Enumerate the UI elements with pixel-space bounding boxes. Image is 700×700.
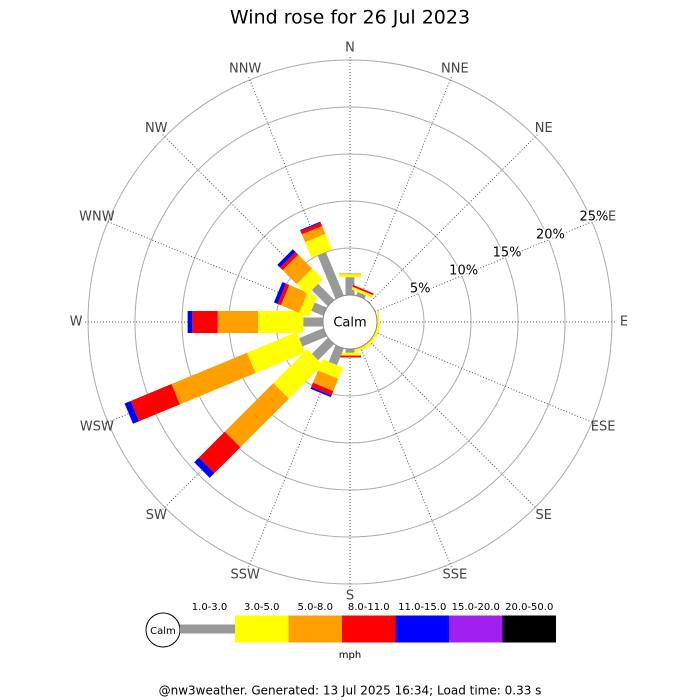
bar-segment [312, 370, 339, 392]
direction-label: W [70, 315, 83, 330]
legend-swatch [449, 615, 503, 643]
bar-segment [339, 355, 361, 358]
direction-label: E [620, 315, 628, 330]
bar-segment [273, 349, 323, 399]
bar-segment [192, 311, 218, 333]
bar-segment [317, 359, 343, 379]
direction-label: NW [145, 121, 168, 136]
direction-label: NNE [441, 61, 469, 76]
chart-title: Wind rose for 26 Jul 2023 [230, 7, 470, 29]
bar-segment [356, 291, 366, 299]
legend-swatch [502, 615, 556, 643]
bar-segment [247, 332, 305, 374]
spoke [359, 346, 453, 569]
legend-swatch [235, 615, 289, 643]
legend-calm-label: Calm [150, 626, 176, 637]
bar-segment [305, 233, 332, 258]
direction-label: WNW [79, 210, 115, 225]
ring-label: 10% [449, 263, 478, 278]
bar-segment [311, 302, 327, 316]
bar-segment [317, 251, 344, 299]
legend-swatch [342, 615, 396, 643]
bar-segment [299, 292, 318, 317]
legend-swatch [288, 615, 342, 643]
direction-label: S [346, 589, 354, 604]
spoke [368, 132, 540, 304]
direction-label: SSW [230, 568, 260, 583]
legend-swatch [395, 615, 449, 643]
spoke [374, 331, 597, 425]
spoke [359, 75, 453, 298]
bar-segment [277, 283, 290, 306]
calm-circle [322, 294, 378, 350]
direction-label: SW [146, 508, 167, 523]
bar-segment [311, 337, 335, 361]
bar-segment [311, 382, 334, 396]
bar-segment [300, 222, 323, 235]
direction-label: SE [536, 508, 552, 523]
legend-unit: mph [339, 650, 361, 661]
legend-label: 20.0-50.0 [505, 602, 553, 613]
bar-segment [171, 352, 256, 405]
bar-segment [345, 349, 355, 353]
ring-label: 5% [410, 281, 431, 296]
bar-segment [303, 317, 324, 327]
bar-segment [217, 311, 259, 333]
bar-segment [296, 268, 323, 295]
bar-segment [187, 311, 193, 333]
bar-segment [310, 387, 332, 398]
direction-label: SSE [442, 568, 467, 583]
ring-label: 20% [536, 227, 565, 242]
bar-segment [339, 273, 361, 275]
legend-label: 3.0-5.0 [244, 602, 279, 613]
legend-label: 1.0-3.0 [192, 602, 227, 613]
direction-label: N [345, 41, 355, 56]
legend-label: 11.0-15.0 [398, 602, 446, 613]
bar-segment [224, 383, 289, 448]
bar-segment [279, 251, 299, 271]
bar-segment [328, 345, 344, 366]
direction-label: ENE [590, 210, 616, 225]
ring-label: 25% [579, 209, 608, 224]
direction-label: NE [535, 121, 553, 136]
bar-segment [258, 311, 304, 333]
bar-segment [352, 285, 374, 296]
bar-segment [282, 254, 313, 285]
bar-segment [345, 277, 355, 295]
spoke [368, 340, 540, 512]
bar-segment [280, 284, 308, 313]
bar-segment [299, 328, 327, 347]
legend-label: 5.0-8.0 [298, 602, 333, 613]
bar-segment [124, 400, 140, 424]
bar-segment [198, 431, 241, 474]
bar-segment [277, 249, 296, 268]
legend-label: 8.0-11.0 [348, 602, 390, 613]
bar-segment [301, 225, 326, 243]
direction-label: ESE [591, 419, 616, 434]
bar-segment [300, 221, 321, 231]
calm-label: Calm [333, 316, 366, 331]
legend-swatch [180, 624, 235, 634]
direction-label: NNW [229, 61, 261, 76]
bar-segment [130, 384, 180, 422]
bar-segment [339, 352, 361, 356]
bar-segment [350, 342, 372, 354]
ring-label: 15% [493, 245, 522, 260]
bar-segment [273, 282, 286, 304]
legend-label: 15.0-20.0 [452, 602, 500, 613]
spoke [374, 219, 597, 313]
bar-segment [194, 457, 215, 478]
bar-segment [311, 283, 335, 307]
footer: @nw3weather. Generated: 13 Jul 2025 16:3… [159, 684, 542, 698]
direction-label: WSW [80, 419, 114, 434]
ring [134, 106, 566, 538]
bar-segment [339, 274, 361, 278]
bar-segment [351, 286, 374, 298]
